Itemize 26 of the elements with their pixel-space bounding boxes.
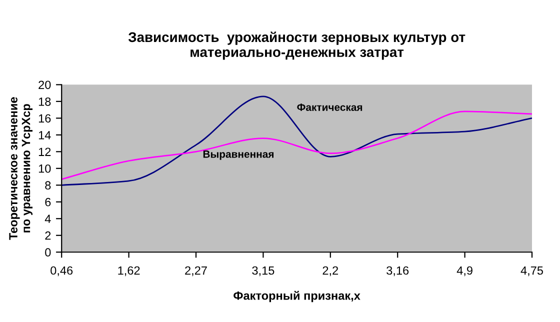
x-tick-label: 3,15	[252, 266, 274, 276]
y-tick-label: 14	[38, 131, 51, 140]
y-tick-label: 0	[45, 248, 51, 257]
chart-title: Зависимость урожайности зерновых культур от материально-денежных затрат	[128, 32, 466, 60]
x-tick-label: 1,62	[118, 266, 140, 276]
y-tick-label: 16	[38, 114, 51, 123]
y-tick-label: 18	[38, 97, 51, 106]
x-tick-label: 4,75	[520, 266, 543, 276]
series-label: Выравненная	[203, 150, 274, 160]
x-tick-label: 2,2	[322, 266, 338, 276]
y-tick-label: 20	[38, 80, 51, 90]
y-axis-title: Теоретическое значение по уравнению YсрXср	[9, 97, 32, 240]
x-tick-label: 3,16	[386, 266, 409, 276]
y-tick-label: 4	[44, 214, 51, 223]
line-series	[62, 96, 532, 186]
y-tick-label: 12	[38, 148, 51, 156]
x-tick-label: 0,46	[50, 266, 73, 276]
y-tick-label: 10	[38, 164, 51, 173]
y-tick-label: 2	[45, 231, 51, 240]
y-tick-label: 6	[45, 198, 51, 206]
series-label: Фактическая	[297, 104, 362, 111]
x-tick-label: 2,27	[185, 266, 207, 276]
x-tick-label: 4,9	[456, 266, 472, 276]
x-axis-title: Факторный признак,x	[234, 290, 360, 302]
y-tick-label: 8	[45, 181, 51, 190]
line-series	[62, 110, 532, 180]
